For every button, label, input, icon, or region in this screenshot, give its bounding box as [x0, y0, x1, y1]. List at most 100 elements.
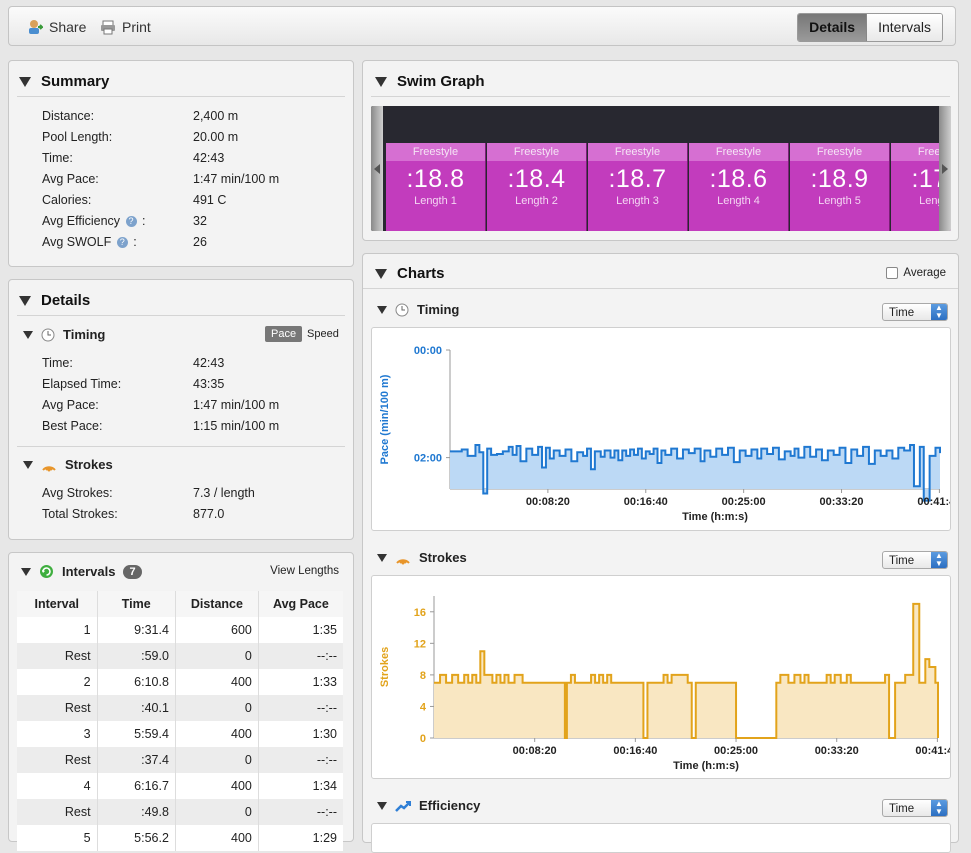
average-checkbox[interactable]: [886, 267, 899, 279]
table-cell: 5:56.2: [97, 825, 176, 851]
strokes-label: Avg Strokes:: [42, 486, 113, 500]
column-header[interactable]: Interval: [17, 591, 98, 617]
swim-graph-header[interactable]: Swim Graph: [375, 73, 485, 90]
length-time: :18.9: [810, 165, 869, 193]
info-icon[interactable]: ?: [116, 237, 128, 249]
table-cell: :49.8: [97, 799, 176, 825]
intervals-tab[interactable]: Intervals: [867, 14, 942, 41]
charts-header[interactable]: Charts: [375, 265, 445, 282]
average-label: Average: [903, 267, 946, 279]
efficiency-chart-header[interactable]: Efficiency: [377, 798, 480, 813]
length-tile[interactable]: Freestyle :18.7 Length 3: [588, 143, 688, 231]
details-tab[interactable]: Details: [798, 14, 868, 41]
timing-label: Elapsed Time:: [42, 377, 122, 391]
collapse-triangle-icon: [377, 801, 387, 810]
length-time: :18.8: [406, 165, 465, 193]
table-cell: 1:33: [258, 669, 343, 695]
intervals-panel: Intervals 7 View Lengths Interval Time D…: [8, 552, 354, 851]
length-tile[interactable]: Freestyle :18.9 Length 5: [790, 143, 890, 231]
table-cell: 600: [175, 617, 259, 643]
length-tile[interactable]: Freestyle :18.8 Length 1: [386, 143, 486, 231]
efficiency-icon: [395, 800, 411, 812]
table-row[interactable]: 3 5:59.4 400 1:30: [17, 721, 343, 747]
summary-label: Avg Efficiency: [42, 214, 121, 228]
average-checkbox-row[interactable]: Average: [886, 267, 946, 279]
table-cell: 1:35: [258, 617, 343, 643]
table-row[interactable]: Rest:40.1 0 --:--: [17, 695, 343, 721]
length-time: :18.4: [507, 165, 566, 193]
timing-subheader[interactable]: Timing: [23, 327, 105, 342]
intervals-title: Intervals: [62, 564, 116, 579]
speed-toggle[interactable]: Speed: [307, 328, 339, 340]
chevron-left-icon: [374, 164, 380, 174]
intervals-header[interactable]: Intervals 7: [21, 564, 142, 579]
pace-toggle[interactable]: Pace: [265, 326, 303, 342]
length-tile[interactable]: Freestyle :18.4 Length 2: [487, 143, 587, 231]
length-stroke: Freestyle: [487, 143, 586, 161]
table-row[interactable]: Rest:49.8 0 --:--: [17, 799, 343, 825]
strokes-subheader[interactable]: Strokes: [23, 457, 113, 472]
details-header[interactable]: Details: [19, 292, 90, 309]
timing-value: 1:47 min/100 m: [193, 398, 280, 412]
timing-chart[interactable]: 00:00 02:00 00:08:20 00:16:40 00:25:00 00:33:…: [371, 327, 961, 531]
strokes-chart-header[interactable]: Strokes: [377, 550, 467, 565]
summary-value: 491 C: [193, 193, 227, 207]
lengths-strip[interactable]: Freestyle :18.8 Length 1 Freestyle :18.4…: [371, 106, 951, 231]
collapse-triangle-icon: [23, 330, 33, 339]
view-lengths-link[interactable]: View Lengths: [270, 565, 339, 577]
print-button[interactable]: Print: [100, 19, 151, 35]
column-header[interactable]: Avg Pace: [258, 591, 343, 617]
share-label: Share: [49, 19, 87, 35]
clock-icon: [41, 328, 55, 341]
timing-axis-select[interactable]: Time ▲ ▼: [882, 303, 948, 321]
clock-icon: [395, 303, 409, 316]
summary-value: 2,400 m: [193, 109, 239, 123]
table-row[interactable]: 2 6:10.8 400 1:33: [17, 669, 343, 695]
table-cell: 6:16.7: [97, 773, 176, 799]
info-icon[interactable]: ?: [125, 216, 137, 228]
efficiency-chart[interactable]: [371, 823, 951, 853]
timing-label: Time:: [42, 356, 73, 370]
scroll-right-button[interactable]: [939, 106, 951, 231]
summary-label: Distance:: [42, 109, 95, 123]
efficiency-axis-select[interactable]: Time ▲ ▼: [882, 799, 948, 817]
print-label: Print: [122, 19, 151, 35]
strokes-chart[interactable]: 0 4 8 12 16 00:08:20 00:16:40 00:25:00 00:33:20 0…: [371, 575, 959, 779]
x-tick-label: 00:41:40: [915, 745, 950, 757]
x-tick-label: 00:25:00: [714, 745, 758, 757]
table-row[interactable]: Rest:37.4 0 --:--: [17, 747, 343, 773]
summary-panel: Summary Distance: 2,400 m Pool Length: 2…: [8, 60, 354, 267]
table-row[interactable]: 1 9:31.4 600 1:35: [17, 617, 343, 643]
table-cell: 4: [17, 773, 98, 799]
table-cell: 0: [175, 643, 259, 669]
length-tile[interactable]: Freestyle :18.6 Length 4: [689, 143, 789, 231]
table-cell: 0: [175, 695, 259, 721]
strokes-icon: [42, 465, 56, 471]
collapse-triangle-icon: [19, 295, 31, 306]
share-button[interactable]: Share: [27, 19, 86, 35]
timing-value: 42:43: [193, 356, 225, 370]
details-title: Details: [41, 292, 91, 309]
table-row[interactable]: 5 5:56.2 400 1:29: [17, 825, 343, 851]
x-tick-label: 00:16:40: [624, 496, 668, 508]
y-axis-label: Strokes: [379, 647, 391, 687]
summary-header[interactable]: Summary: [19, 73, 109, 90]
table-cell: Rest: [17, 695, 98, 721]
summary-label: Calories:: [42, 193, 92, 207]
collapse-triangle-icon: [375, 76, 387, 87]
column-header[interactable]: Time: [97, 591, 176, 617]
table-cell: --:--: [258, 747, 343, 773]
table-row[interactable]: Rest:59.0 0 --:--: [17, 643, 343, 669]
x-tick-label: 00:16:40: [613, 745, 657, 757]
timing-chart-header[interactable]: Timing: [377, 302, 459, 317]
table-cell: 400: [175, 773, 259, 799]
table-row[interactable]: 4 6:16.7 400 1:34: [17, 773, 343, 799]
y-tick-label: 16: [414, 607, 426, 619]
column-header[interactable]: Distance: [175, 591, 259, 617]
table-cell: 3: [17, 721, 98, 747]
length-time: :18.6: [709, 165, 768, 193]
refresh-cycle-icon: [40, 565, 53, 578]
summary-value: 20.00 m: [193, 130, 239, 144]
strokes-axis-select[interactable]: Time ▲ ▼: [882, 551, 948, 569]
scroll-left-button[interactable]: [371, 106, 383, 231]
